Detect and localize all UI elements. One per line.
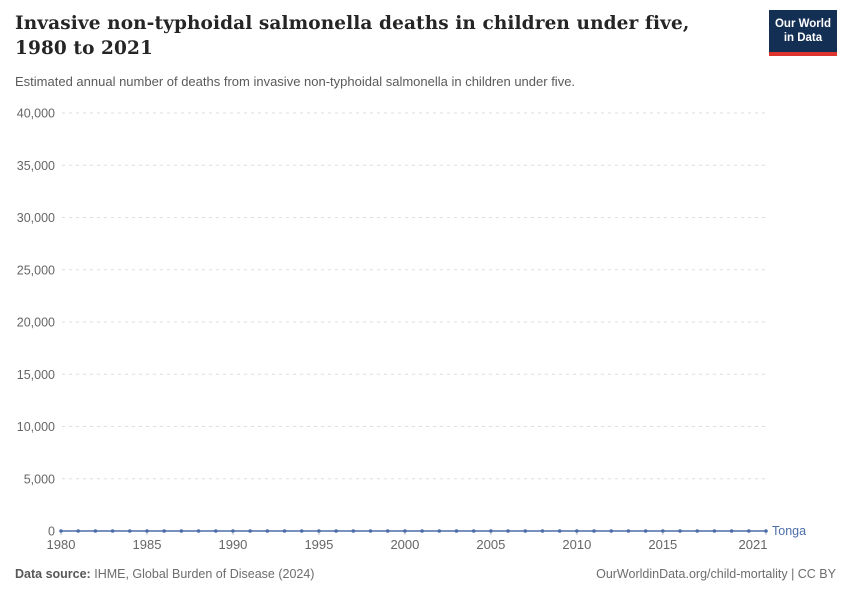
y-axis-tick-label: 30,000: [17, 211, 55, 225]
x-axis-tick-label: 1990: [218, 537, 247, 552]
x-axis-tick-label: 1995: [304, 537, 333, 552]
data-point[interactable]: [592, 529, 596, 533]
data-point[interactable]: [712, 529, 717, 533]
page-title: Invasive non-typhoidal salmonella deaths…: [15, 13, 690, 59]
data-point[interactable]: [506, 529, 510, 533]
data-point[interactable]: [59, 529, 63, 533]
owid-logo[interactable]: Our World in Data: [768, 10, 837, 56]
data-point[interactable]: [557, 529, 562, 533]
data-point[interactable]: [93, 529, 98, 533]
owid-logo-line2: in Data: [783, 32, 823, 45]
data-point[interactable]: [764, 529, 768, 533]
data-point[interactable]: [179, 529, 184, 533]
chart-subtitle: Estimated annual number of deaths from i…: [15, 74, 576, 89]
data-source-note[interactable]: Data source: IHME, Global Burden of Dise…: [15, 567, 314, 581]
data-point[interactable]: [127, 529, 132, 533]
data-point[interactable]: [213, 529, 218, 533]
y-axis-tick-label: 0: [48, 525, 55, 539]
credit-link[interactable]: OurWorldinData.org/child-mortality | CC …: [596, 567, 836, 581]
x-axis-tick-label: 2000: [390, 537, 419, 552]
data-source-text[interactable]: IHME, Global Burden of Disease (2024): [94, 567, 315, 581]
data-point[interactable]: [368, 529, 373, 533]
data-point[interactable]: [678, 529, 682, 533]
data-point[interactable]: [110, 529, 115, 533]
x-axis-tick-label: 2005: [476, 537, 505, 552]
data-point[interactable]: [609, 529, 614, 533]
data-point[interactable]: [437, 529, 442, 533]
data-point[interactable]: [523, 529, 528, 533]
y-axis-tick-label: 40,000: [17, 107, 55, 121]
data-point[interactable]: [351, 529, 356, 533]
y-axis-tick-label: 20,000: [17, 316, 55, 330]
data-point[interactable]: [403, 529, 407, 533]
data-point[interactable]: [420, 529, 424, 533]
data-point[interactable]: [729, 529, 734, 533]
y-axis-tick-label: 35,000: [17, 159, 55, 173]
data-point[interactable]: [299, 529, 304, 533]
data-point[interactable]: [695, 529, 700, 533]
x-axis-tick-label: 2010: [562, 537, 591, 552]
data-point[interactable]: [575, 529, 579, 533]
x-axis-tick-label: 1980: [47, 537, 76, 552]
data-point[interactable]: [643, 529, 648, 533]
y-axis-tick-label: 5,000: [24, 472, 55, 486]
owid-logo-line1: Our World: [774, 18, 831, 30]
x-axis-tick-label: 1985: [133, 537, 162, 552]
data-point[interactable]: [661, 529, 665, 533]
chart-footer: Data source: IHME, Global Burden of Dise…: [15, 567, 836, 581]
y-axis-tick-label: 15,000: [17, 368, 55, 382]
series-label-tonga[interactable]: Tonga: [772, 524, 806, 538]
y-axis-tick-label: 10,000: [17, 420, 55, 434]
data-source-label: Data source:: [15, 567, 91, 581]
data-point[interactable]: [265, 529, 270, 533]
data-point[interactable]: [385, 529, 390, 533]
data-point[interactable]: [334, 529, 338, 533]
data-point[interactable]: [76, 529, 80, 533]
data-point[interactable]: [282, 529, 287, 533]
data-point[interactable]: [454, 529, 459, 533]
data-point[interactable]: [317, 529, 321, 533]
data-point[interactable]: [489, 529, 493, 533]
y-axis-tick-label: 25,000: [17, 263, 55, 277]
data-point[interactable]: [471, 529, 476, 533]
data-point[interactable]: [231, 529, 235, 533]
x-axis-tick-label: 2021: [739, 537, 768, 552]
data-point[interactable]: [196, 529, 201, 533]
data-point[interactable]: [626, 529, 631, 533]
data-point[interactable]: [162, 529, 166, 533]
data-point[interactable]: [540, 529, 545, 533]
data-point[interactable]: [145, 529, 149, 533]
x-axis-tick-label: 2015: [648, 537, 677, 552]
data-point[interactable]: [248, 529, 252, 533]
data-point[interactable]: [747, 529, 751, 533]
